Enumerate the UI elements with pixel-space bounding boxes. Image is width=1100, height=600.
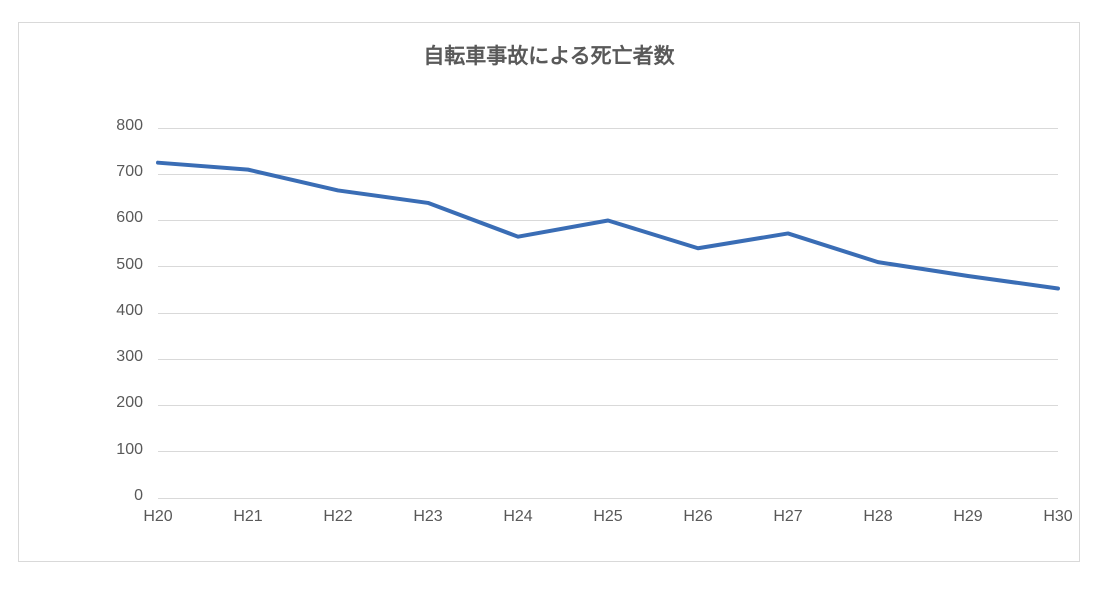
line-series (0, 0, 1100, 600)
